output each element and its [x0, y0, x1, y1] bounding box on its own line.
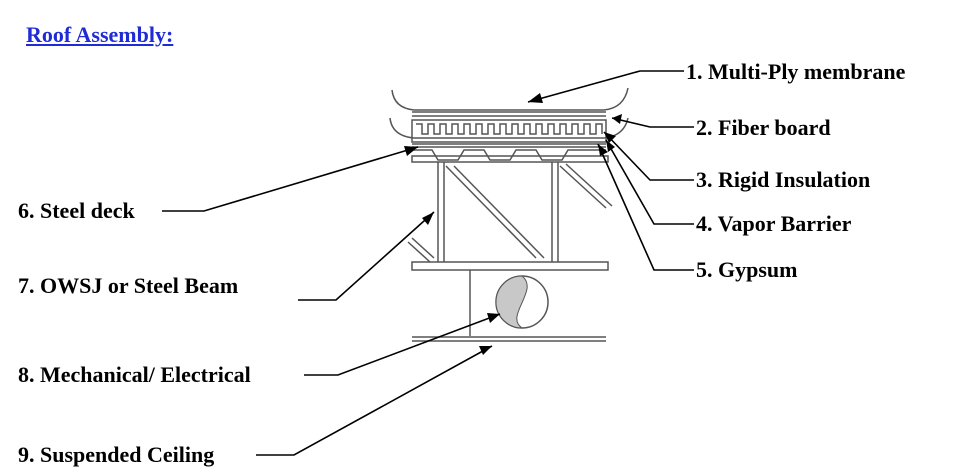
joist-diagonal-1 — [445, 165, 537, 259]
membrane-edge — [391, 87, 629, 111]
joist-bottom-chord — [411, 261, 609, 271]
leader-5 — [597, 143, 694, 271]
leader-1 — [527, 70, 684, 103]
roof-layers — [389, 87, 629, 342]
arrowhead-1 — [528, 93, 543, 103]
diagram-heading: Roof Assembly: — [26, 22, 174, 47]
insulation-band — [411, 119, 607, 143]
joist-diagonal-3 — [559, 165, 607, 209]
arrowhead-5 — [598, 144, 608, 156]
leader-lines — [162, 70, 694, 456]
joist-diagonal-6 — [411, 237, 435, 259]
label-owsj-steel-beam: 7. OWSJ or Steel Beam — [18, 273, 239, 298]
duct-fill — [495, 275, 528, 329]
label-suspended-ceiling: 9. Suspended Ceiling — [18, 442, 215, 467]
label-rigid-insulation: 3. Rigid Insulation — [696, 167, 871, 192]
arrowhead-9 — [479, 346, 492, 355]
label-steel-deck: 6. Steel deck — [18, 198, 135, 223]
joist-diagonal-5 — [407, 241, 431, 263]
leader-9 — [256, 345, 493, 456]
leader-7 — [298, 211, 435, 301]
arrowhead-2 — [612, 114, 622, 124]
steel-deck-profile — [412, 149, 606, 161]
arrowhead-4 — [606, 140, 615, 152]
joist-diagonal-4 — [565, 163, 613, 207]
leader-6 — [162, 146, 419, 212]
arrowhead-3 — [604, 132, 616, 143]
label-mechanical-electrical: 8. Mechanical/ Electrical — [18, 362, 251, 387]
leader-2 — [611, 117, 694, 128]
joist-diagonal-2 — [453, 165, 545, 259]
leader-3 — [603, 131, 694, 181]
arrowhead-8 — [487, 313, 500, 323]
label-multi-ply-membrane: 1. Multi-Ply membrane — [686, 59, 906, 84]
label-fiber-board: 2. Fiber board — [696, 115, 831, 140]
arrowhead-7 — [422, 212, 434, 225]
fiber-board-edge — [389, 117, 629, 139]
label-vapor-barrier: 4. Vapor Barrier — [696, 211, 852, 236]
leader-4 — [605, 139, 694, 225]
arrowhead-6 — [404, 146, 418, 156]
leader-8 — [304, 313, 501, 376]
leader-arrowheads — [404, 93, 622, 355]
joist-top-chord — [411, 155, 609, 163]
label-gypsum: 5. Gypsum — [696, 257, 798, 282]
duct-symbol — [495, 275, 549, 329]
insulation-pattern — [416, 123, 603, 135]
